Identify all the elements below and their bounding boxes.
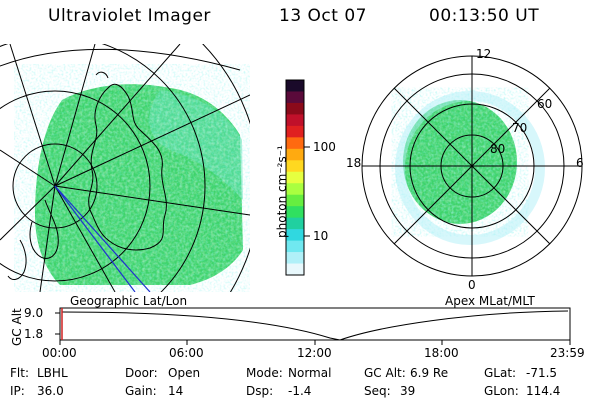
colorbar-segment — [286, 217, 304, 230]
mlt-label-0: 0 — [468, 278, 476, 292]
status-glon-label: GLon: — [484, 384, 519, 398]
status-dsp-label: Dsp: — [246, 384, 274, 398]
colorbar-segment — [286, 125, 304, 138]
status-door-value: Open — [168, 366, 201, 380]
status-flt-value: LBHL — [37, 366, 68, 380]
status-gcalt-value: 6.9 Re — [410, 366, 449, 380]
altitude-ytick-low: 1.8 — [24, 327, 44, 341]
geographic-map — [0, 44, 250, 292]
altitude-xtick-1800: 18:00 — [424, 346, 459, 360]
colorbar-segment — [286, 80, 304, 93]
colorbar-segment — [286, 240, 304, 253]
colorbar-segment — [286, 229, 304, 242]
altitude-curve — [61, 310, 569, 341]
right-map-caption: Apex MLat/MLT — [445, 294, 535, 308]
altitude-plot — [55, 307, 571, 345]
status-gain-value: 14 — [168, 384, 184, 398]
mlat-label-60: 60 — [537, 97, 553, 111]
colorbar-segment — [286, 194, 304, 207]
colorbar-segment — [286, 252, 304, 265]
status-door-label: Door: — [125, 366, 158, 380]
altitude-xtick-2359: 23:59 — [550, 346, 585, 360]
altitude-ytick-high: 9.0 — [24, 306, 44, 320]
colorbar-tick-100: 100 — [313, 140, 336, 154]
altitude-xtick-0000: 00:00 — [42, 346, 77, 360]
polar-map — [361, 55, 583, 277]
status-dsp-value: -1.4 — [288, 384, 312, 398]
altitude-xtick-1200: 12:00 — [297, 346, 332, 360]
mlat-label-80: 80 — [490, 142, 506, 156]
colorbar-segment — [286, 91, 304, 104]
colorbar-segment — [286, 263, 304, 276]
status-glon-value: 114.4 — [526, 384, 561, 398]
status-ip-value: 36.0 — [37, 384, 64, 398]
mlt-label-6: 6 — [576, 156, 584, 170]
time-label: 00:13:50 UT — [429, 6, 540, 26]
status-ip-label: IP: — [10, 384, 25, 398]
status-flt-label: Flt: — [10, 366, 29, 380]
status-seq-value: 39 — [400, 384, 416, 398]
coastline — [88, 83, 167, 251]
colorbar-segment — [286, 206, 304, 219]
colorbar-segment — [286, 160, 304, 173]
colorbar-unit-label: photon cm⁻²s⁻¹ — [275, 145, 289, 238]
status-glat-label: GLat: — [484, 366, 517, 380]
colorbar-segment — [286, 114, 304, 127]
status-gain-label: Gain: — [125, 384, 157, 398]
colorbar-segment — [286, 137, 304, 150]
mlt-label-12: 12 — [476, 47, 492, 61]
mlat-label-70: 70 — [512, 121, 528, 135]
instrument-title: Ultraviolet Imager — [48, 6, 211, 26]
status-mode-value: Normal — [288, 366, 332, 380]
colorbar-tick-10: 10 — [313, 229, 329, 243]
status-glat-value: -71.5 — [526, 366, 558, 380]
altitude-ylabel: GC Alt — [10, 308, 24, 346]
left-map-caption: Geographic Lat/Lon — [70, 294, 188, 308]
colorbar-segment — [286, 102, 304, 116]
colorbar-segment — [286, 183, 304, 196]
status-mode-label: Mode: — [246, 366, 283, 380]
mlt-label-18: 18 — [346, 156, 362, 170]
status-gcalt-label: GC Alt: — [364, 366, 406, 380]
colorbar-segment — [286, 171, 304, 184]
colorbar — [286, 80, 304, 276]
date-label: 13 Oct 07 — [279, 6, 367, 26]
altitude-xtick-0600: 06:00 — [169, 346, 204, 360]
status-seq-label: Seq: — [364, 384, 391, 398]
colorbar-segment — [286, 148, 304, 161]
